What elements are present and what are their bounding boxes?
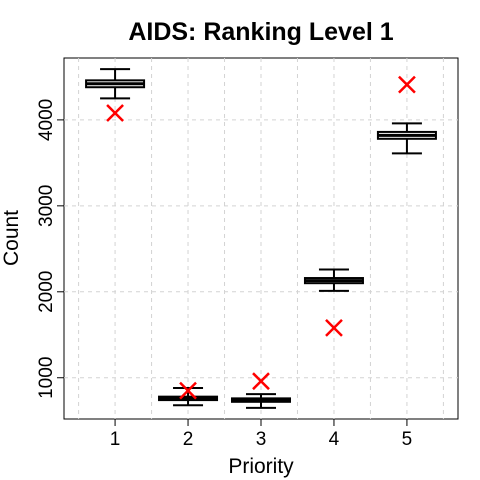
x-axis-label: Priority bbox=[228, 455, 294, 478]
boxes-layer bbox=[85, 68, 437, 409]
box-3 bbox=[231, 393, 291, 409]
x-axis: 1 2 3 4 5 bbox=[110, 419, 412, 450]
chart-title: AIDS: Ranking Level 1 bbox=[128, 18, 393, 46]
y-axis-label: Count bbox=[0, 210, 23, 266]
y-axis: 1000 2000 3000 4000 bbox=[36, 99, 64, 399]
marker-stroke bbox=[398, 75, 416, 94]
y-tick-label: 2000 bbox=[36, 271, 57, 313]
marker-x-2 bbox=[179, 381, 197, 400]
y-tick-label: 3000 bbox=[36, 185, 57, 227]
marker-stroke bbox=[179, 381, 197, 400]
marker-stroke bbox=[252, 372, 270, 391]
box-2 bbox=[158, 387, 219, 407]
x-tick-label: 1 bbox=[110, 429, 121, 450]
marker-x-3 bbox=[252, 372, 270, 391]
marker-stroke bbox=[106, 104, 124, 122]
grid-lines bbox=[64, 58, 458, 419]
marker-stroke bbox=[325, 319, 343, 337]
marker-x-1 bbox=[106, 104, 124, 122]
x-tick-label: 2 bbox=[183, 429, 194, 450]
marker-x-4 bbox=[325, 319, 343, 337]
box-5 bbox=[376, 122, 437, 155]
markers-layer bbox=[106, 75, 416, 400]
box-1 bbox=[85, 68, 146, 100]
y-tick-label: 1000 bbox=[36, 357, 57, 399]
y-tick-label: 4000 bbox=[36, 99, 57, 141]
box-4 bbox=[303, 268, 364, 292]
marker-x-5 bbox=[398, 75, 416, 94]
x-tick-label: 3 bbox=[256, 429, 267, 450]
x-tick-label: 5 bbox=[402, 429, 413, 450]
x-tick-label: 4 bbox=[329, 429, 340, 450]
